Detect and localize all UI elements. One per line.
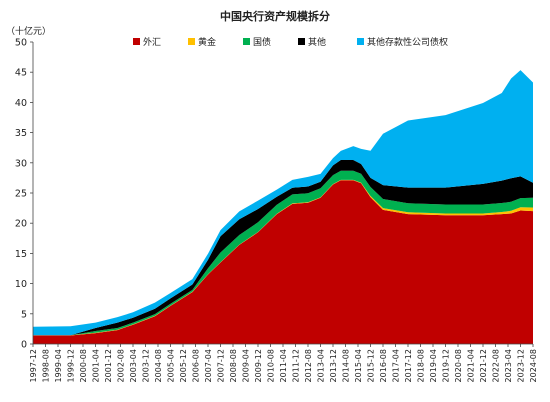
- x-tick-label: 1999-04: [54, 349, 63, 382]
- x-tick-label: 2005-04: [167, 349, 176, 382]
- x-tick-label: 2007-12: [217, 349, 226, 382]
- x-tick-label: 2014-08: [342, 349, 351, 382]
- legend-label: 黄金: [198, 36, 216, 48]
- x-tick-label: 2020-08: [454, 349, 463, 382]
- x-tick-label: 2024-08: [529, 349, 538, 382]
- plot-area: [33, 70, 533, 344]
- x-tick-label: 2001-04: [92, 349, 101, 382]
- y-tick-label: 0: [21, 340, 27, 351]
- y-tick-label: 45: [15, 68, 27, 79]
- x-tick-label: 2013-12: [329, 349, 338, 382]
- x-tick-label: 2013-04: [317, 349, 326, 382]
- y-tick-label: 5: [21, 309, 27, 320]
- y-tick-label: 40: [15, 98, 27, 109]
- legend-item-2: 国债: [243, 36, 271, 48]
- x-tick-label: 2006-08: [192, 349, 201, 382]
- legend-item-3: 其他: [298, 36, 326, 48]
- x-tick-label: 2009-12: [254, 349, 263, 382]
- x-tick-label: 2000-08: [79, 349, 88, 382]
- x-tick-label: 2008-08: [229, 349, 238, 382]
- x-tick-label: 2002-08: [117, 349, 126, 382]
- legend-label: 其他: [308, 36, 326, 48]
- area-series-0: [33, 180, 533, 344]
- x-tick-label: 2018-08: [417, 349, 426, 382]
- x-tick-label: 2023-04: [504, 349, 513, 382]
- x-tick-label: 2003-04: [129, 349, 138, 382]
- x-tick-label: 2019-04: [429, 349, 438, 382]
- x-tick-label: 2007-04: [204, 349, 213, 382]
- x-tick-label: 2009-04: [242, 349, 251, 382]
- y-tick-label: 30: [15, 158, 27, 169]
- legend-label: 外汇: [143, 36, 161, 48]
- x-tick-label: 2011-04: [279, 349, 288, 382]
- x-tick-label: 2012-08: [304, 349, 313, 382]
- x-tick-label: 2005-12: [179, 349, 188, 382]
- x-axis: 1997-12 1998-08 1999-04 1999-12 2000-08 2001-…: [29, 343, 538, 382]
- x-tick-label: 2011-12: [292, 349, 301, 382]
- chart-title: 中国央行资产规模拆分: [220, 9, 330, 23]
- unit-label: （十亿元）: [6, 25, 51, 37]
- y-axis: 0 5 10 15 20 25 30 35 40 45 50: [15, 38, 34, 351]
- y-tick-label: 20: [15, 219, 27, 230]
- x-tick-label: 2004-08: [154, 349, 163, 382]
- x-tick-label: 2015-12: [367, 349, 376, 382]
- x-tick-label: 2010-08: [267, 349, 276, 382]
- x-tick-label: 2016-08: [379, 349, 388, 382]
- y-tick-label: 15: [15, 249, 27, 260]
- area-series-4: [33, 70, 533, 336]
- y-tick-label: 10: [15, 279, 27, 290]
- x-tick-label: 2001-12: [104, 349, 113, 382]
- x-tick-label: 2021-04: [467, 349, 476, 382]
- x-tick-label: 2017-04: [392, 349, 401, 382]
- legend-swatch: [188, 38, 195, 45]
- x-tick-label: 1999-12: [67, 349, 76, 382]
- y-tick-label: 50: [15, 38, 27, 49]
- area-series-3: [33, 160, 533, 336]
- legend-label: 其他存款性公司债权: [367, 36, 448, 48]
- x-tick-label: 2019-12: [442, 349, 451, 382]
- legend-item-0: 外汇: [133, 36, 161, 48]
- x-tick-label: 2021-12: [479, 349, 488, 382]
- y-tick-label: 25: [15, 189, 27, 200]
- legend-item-4: 其他存款性公司债权: [357, 36, 448, 48]
- x-tick-label: 1998-08: [42, 349, 51, 382]
- x-tick-label: 2023-12: [517, 349, 526, 382]
- area-series-2: [33, 170, 533, 336]
- x-tick-label: 2003-12: [142, 349, 151, 382]
- x-tick-label: 2015-04: [354, 349, 363, 382]
- legend-item-1: 黄金: [188, 36, 216, 48]
- x-tick-label: 2017-12: [404, 349, 413, 382]
- x-tick-label: 1997-12: [29, 349, 38, 382]
- legend-swatch: [357, 38, 364, 45]
- y-tick-label: 35: [15, 128, 27, 139]
- legend-swatch: [243, 38, 250, 45]
- legend: 外汇 黄金 国债 其他 其他存款性公司债权: [133, 36, 448, 48]
- legend-swatch: [298, 38, 305, 45]
- x-tick-label: 2022-08: [492, 349, 501, 382]
- legend-label: 国债: [253, 36, 271, 48]
- legend-swatch: [133, 38, 140, 45]
